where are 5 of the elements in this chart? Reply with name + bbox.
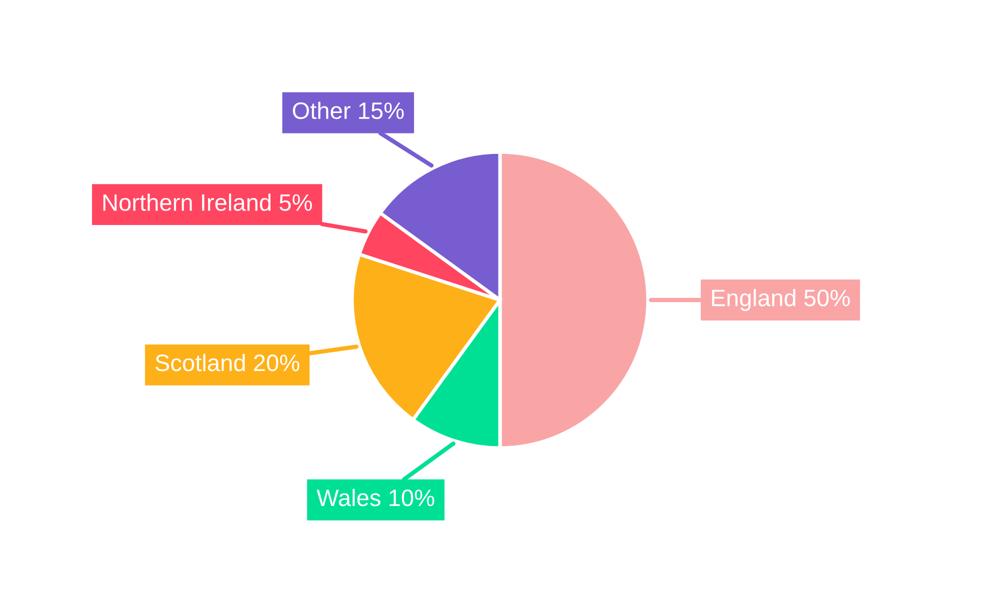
slice-label: England 50%	[712, 288, 850, 312]
slice-label: Northern Ireland 5%	[103, 194, 312, 211]
slice-label: Scotland 20%	[156, 354, 300, 372]
slice-label: Other 15%	[292, 102, 404, 120]
slice-label: Wales 10%	[316, 488, 434, 506]
